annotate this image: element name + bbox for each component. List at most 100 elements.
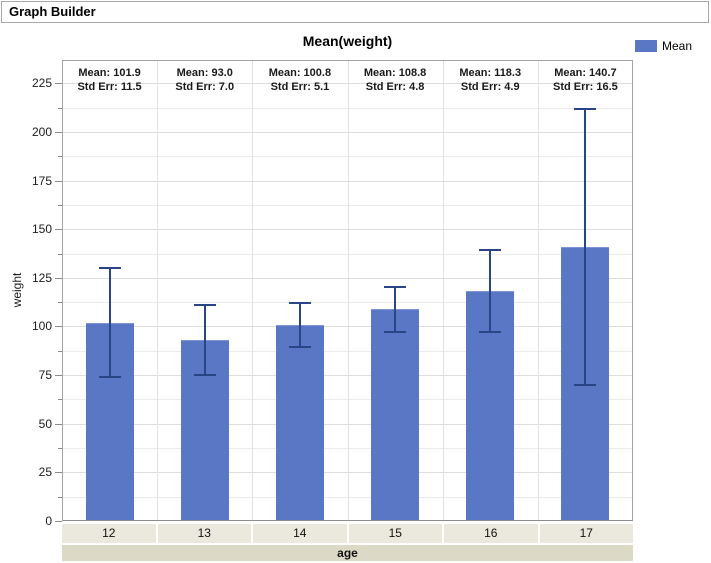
category-cell-14[interactable]: 14 bbox=[253, 524, 347, 543]
y-tick-label: 75 bbox=[38, 368, 52, 383]
y-tick-mark bbox=[55, 423, 62, 425]
error-bar-cap bbox=[384, 285, 407, 288]
category-cell-15[interactable]: 15 bbox=[348, 524, 442, 543]
y-tick-label: 200 bbox=[31, 124, 52, 139]
error-bar-cap bbox=[479, 330, 502, 333]
gridline-major bbox=[62, 277, 633, 279]
gridline-major bbox=[62, 472, 633, 474]
y-minor-tick-mark bbox=[58, 156, 62, 158]
y-minor-tick-mark bbox=[58, 399, 62, 401]
stat-annotation-stderr: Std Err: 4.9 bbox=[460, 81, 520, 93]
gridline-major bbox=[62, 375, 633, 377]
y-tick-mark bbox=[55, 326, 62, 328]
stat-annotation-stderr: Std Err: 7.0 bbox=[175, 81, 235, 93]
stat-annotation: Mean: 93.0 Std Err: 7.0 bbox=[157, 66, 252, 94]
gridline-minor bbox=[62, 107, 633, 109]
error-bar-cap bbox=[479, 248, 502, 251]
y-minor-tick-mark bbox=[58, 204, 62, 206]
category-separator bbox=[348, 60, 349, 521]
stat-annotation-mean: Mean: 118.3 bbox=[459, 67, 522, 79]
y-minor-tick-mark bbox=[58, 448, 62, 450]
y-tick-mark bbox=[55, 229, 62, 231]
error-bar bbox=[298, 303, 301, 347]
error-bar-cap bbox=[193, 374, 216, 377]
stat-annotation: Mean: 100.8 Std Err: 5.1 bbox=[252, 66, 347, 94]
error-bar bbox=[489, 249, 492, 332]
error-bar-cap bbox=[288, 345, 311, 348]
error-bar bbox=[394, 286, 397, 333]
y-tick-label: 125 bbox=[31, 270, 52, 285]
gridline-minor bbox=[62, 448, 633, 450]
y-tick-mark bbox=[55, 131, 62, 133]
outline-header-graph-builder[interactable]: Graph Builder bbox=[1, 1, 709, 23]
stat-annotation-stderr: Std Err: 11.5 bbox=[77, 81, 142, 93]
gridline-major bbox=[62, 131, 633, 133]
stat-annotation-mean: Mean: 93.0 bbox=[176, 67, 233, 79]
error-bar-cap bbox=[193, 304, 216, 307]
bar-age-15[interactable] bbox=[371, 309, 420, 521]
gridline-minor bbox=[62, 496, 633, 498]
gridline-minor bbox=[62, 204, 633, 206]
gridline-minor bbox=[62, 399, 633, 401]
y-tick-mark bbox=[55, 83, 62, 85]
category-cell-13[interactable]: 13 bbox=[157, 524, 251, 543]
category-cell-12[interactable]: 12 bbox=[62, 524, 156, 543]
category-cell-17[interactable]: 17 bbox=[539, 524, 633, 543]
y-tick-mark bbox=[55, 472, 62, 474]
x-axis-category-band: 12 13 14 15 16 17 bbox=[62, 524, 633, 543]
y-tick-label: 100 bbox=[31, 319, 52, 334]
stat-annotation-stderr: Std Err: 4.8 bbox=[365, 81, 425, 93]
window-title: Graph Builder bbox=[9, 4, 96, 19]
bar-age-14[interactable] bbox=[275, 324, 324, 521]
y-minor-tick-mark bbox=[58, 350, 62, 352]
gridline-major bbox=[62, 423, 633, 425]
error-bar bbox=[203, 305, 206, 376]
stat-annotation: Mean: 101.9 Std Err: 11.5 bbox=[62, 66, 157, 94]
category-separator bbox=[538, 60, 539, 521]
y-tick-mark bbox=[55, 521, 62, 522]
gridline-major bbox=[62, 229, 633, 231]
gridline-minor bbox=[62, 350, 633, 352]
y-tick-label: 0 bbox=[45, 514, 52, 528]
error-bar bbox=[584, 109, 587, 386]
error-bar-cap bbox=[384, 331, 407, 334]
category-cell-16[interactable]: 16 bbox=[444, 524, 538, 543]
stat-annotation: Mean: 140.7 Std Err: 16.5 bbox=[538, 66, 633, 94]
category-separator bbox=[157, 60, 158, 521]
y-tick-mark bbox=[55, 180, 62, 182]
stat-annotation: Mean: 108.8 Std Err: 4.8 bbox=[348, 66, 443, 94]
error-bar-cap bbox=[98, 267, 121, 270]
error-bar bbox=[108, 268, 111, 378]
x-axis-label[interactable]: age bbox=[62, 545, 633, 561]
legend[interactable]: Mean bbox=[635, 39, 692, 53]
y-minor-tick-mark bbox=[58, 302, 62, 304]
gridline-major bbox=[62, 180, 633, 182]
y-tick-mark bbox=[55, 277, 62, 279]
error-bar-cap bbox=[98, 376, 121, 379]
plot-area: Mean: 101.9 Std Err: 11.5 Mean: 93.0 Std Er… bbox=[62, 60, 633, 521]
gridline-minor bbox=[62, 156, 633, 158]
stat-annotation-mean: Mean: 100.8 bbox=[268, 67, 332, 79]
y-minor-tick-mark bbox=[58, 253, 62, 255]
legend-swatch-icon bbox=[635, 40, 657, 52]
stat-annotation: Mean: 118.3 Std Err: 4.9 bbox=[443, 66, 538, 94]
stat-annotation-mean: Mean: 101.9 bbox=[78, 67, 141, 79]
error-bar-cap bbox=[288, 302, 311, 305]
y-minor-tick-mark bbox=[58, 496, 62, 498]
error-bar-cap bbox=[574, 108, 597, 111]
error-bar-cap bbox=[574, 384, 597, 387]
gridline-minor bbox=[62, 253, 633, 255]
gridline-minor bbox=[62, 302, 633, 304]
y-tick-label: 150 bbox=[31, 222, 52, 237]
y-tick-mark bbox=[55, 375, 62, 377]
stat-annotation-mean: Mean: 108.8 bbox=[363, 67, 427, 79]
stat-annotation-stderr: Std Err: 16.5 bbox=[553, 81, 618, 93]
legend-label: Mean bbox=[662, 39, 693, 53]
category-separator bbox=[443, 60, 444, 521]
gridline-major bbox=[62, 83, 633, 85]
gridline-major bbox=[62, 326, 633, 328]
y-tick-label: 25 bbox=[38, 465, 52, 480]
y-tick-label: 50 bbox=[38, 416, 52, 431]
y-tick-label: 175 bbox=[31, 173, 52, 188]
